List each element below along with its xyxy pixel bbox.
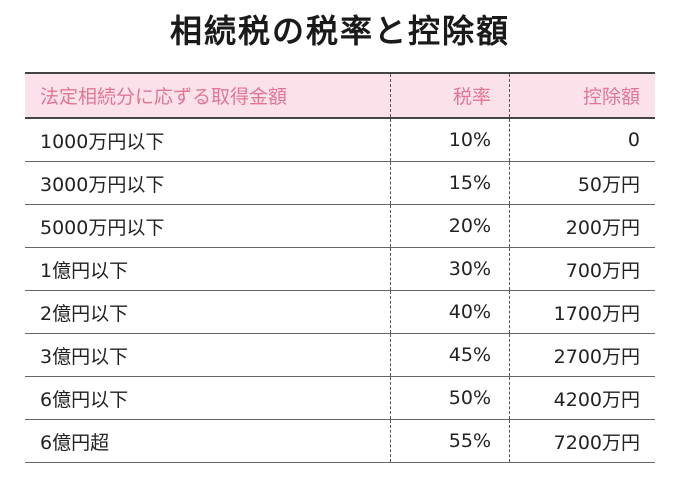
- page-title: 相続税の税率と控除額: [161, 6, 518, 56]
- table-row: 1億円以下 30% 700万円: [25, 247, 655, 291]
- cell-amount: 6億円超: [40, 431, 110, 454]
- table-row: 3億円以下 45% 2700万円: [25, 333, 655, 377]
- cell-amount: 2億円以下: [40, 302, 129, 325]
- cell-rate: 30%: [390, 247, 510, 291]
- cell-deduction: 1700万円: [509, 290, 655, 334]
- cell-amount: 1000万円以下: [40, 130, 165, 153]
- cell-rate: 50%: [390, 376, 510, 420]
- cell-rate: 55%: [390, 419, 510, 463]
- cell-rate: 10%: [390, 118, 510, 162]
- table-row: 2億円以下 40% 1700万円: [25, 290, 655, 334]
- table-header-row: 法定相続分に応ずる取得金額 税率 控除額: [25, 73, 655, 118]
- table-row: 1000万円以下 10% 0: [25, 118, 655, 162]
- table-row: 6億円以下 50% 4200万円: [25, 376, 655, 420]
- header-deduction: 控除額: [509, 73, 655, 118]
- page-title-text: 相続税の税率と控除額: [169, 12, 510, 50]
- cell-amount: 3000万円以下: [40, 173, 165, 196]
- cell-deduction: 700万円: [509, 247, 655, 291]
- header-rate: 税率: [390, 73, 510, 118]
- cell-deduction: 7200万円: [509, 419, 655, 463]
- cell-amount: 5000万円以下: [40, 216, 165, 239]
- title-area: 相続税の税率と控除額: [0, 6, 680, 56]
- cell-deduction: 4200万円: [509, 376, 655, 420]
- table-row: 3000万円以下 15% 50万円: [25, 161, 655, 205]
- cell-deduction: 200万円: [509, 204, 655, 248]
- cell-rate: 40%: [390, 290, 510, 334]
- table-row: 5000万円以下 20% 200万円: [25, 204, 655, 248]
- tax-rate-table: 法定相続分に応ずる取得金額 税率 控除額 1000万円以下 10% 0 3000万円以…: [25, 72, 655, 463]
- cell-rate: 20%: [390, 204, 510, 248]
- cell-rate: 45%: [390, 333, 510, 377]
- cell-amount: 1億円以下: [40, 259, 129, 282]
- cell-deduction: 0: [509, 118, 655, 162]
- cell-deduction: 2700万円: [509, 333, 655, 377]
- cell-deduction: 50万円: [509, 161, 655, 205]
- header-amount: 法定相続分に応ずる取得金額: [40, 86, 288, 108]
- cell-amount: 6億円以下: [40, 388, 129, 411]
- cell-rate: 15%: [390, 161, 510, 205]
- table-row: 6億円超 55% 7200万円: [25, 419, 655, 463]
- cell-amount: 3億円以下: [40, 345, 129, 368]
